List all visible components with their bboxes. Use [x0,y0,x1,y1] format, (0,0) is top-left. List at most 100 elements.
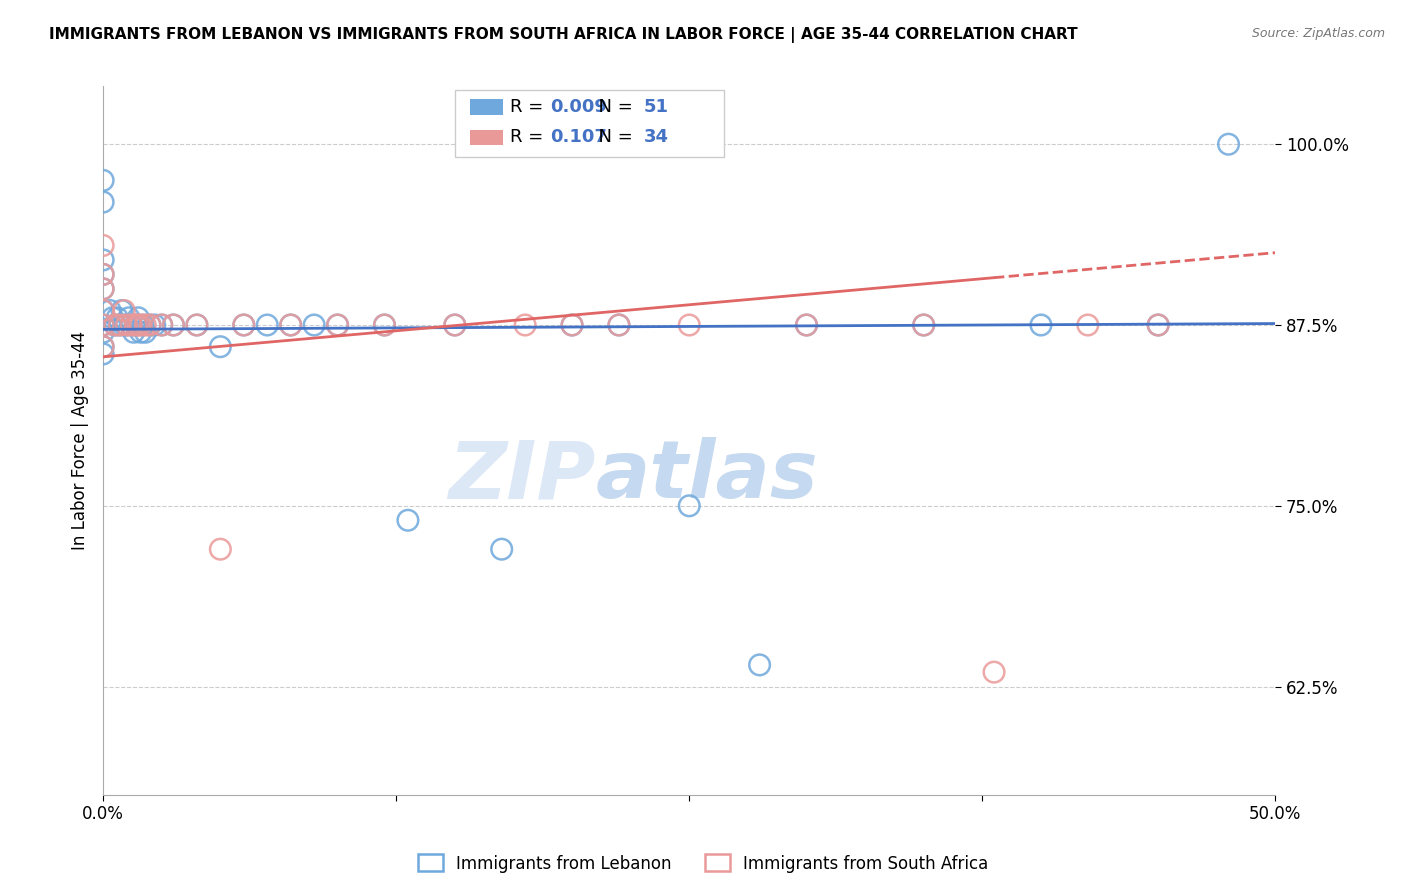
Point [91,268,114,282]
Text: R =: R = [510,128,548,146]
Point [912,318,935,332]
Point [561,318,583,332]
Point [122,325,145,339]
Point [561,318,583,332]
Text: N =: N = [588,98,638,116]
Point [748,657,770,672]
Point [91,252,114,267]
Point [91,325,114,339]
Point [127,310,149,325]
Point [91,347,114,361]
Point [125,318,148,332]
Point [91,173,114,187]
Point [112,318,135,332]
Point [134,318,156,332]
Bar [470,99,503,115]
Point [280,318,302,332]
Point [443,318,465,332]
Point [373,318,395,332]
Point [515,318,537,332]
Point [607,318,630,332]
Point [127,318,149,332]
Point [91,318,114,332]
Point [91,340,114,354]
Point [678,499,700,513]
Point [1218,137,1240,152]
Text: N =: N = [588,128,638,146]
Point [232,318,254,332]
Point [209,542,232,557]
Legend: Immigrants from Lebanon, Immigrants from South Africa: Immigrants from Lebanon, Immigrants from… [411,847,995,880]
Point [302,318,325,332]
Point [491,542,513,557]
Text: 51: 51 [644,98,668,116]
Point [115,318,138,332]
Point [1147,318,1170,332]
Point [91,318,114,332]
FancyBboxPatch shape [454,90,724,157]
Point [98,303,121,318]
Point [186,318,208,332]
Point [91,268,114,282]
Point [118,310,141,325]
Point [983,665,1005,680]
Point [678,318,700,332]
Point [209,340,232,354]
Point [104,318,127,332]
Point [162,318,184,332]
Point [111,303,134,318]
Text: IMMIGRANTS FROM LEBANON VS IMMIGRANTS FROM SOUTH AFRICA IN LABOR FORCE | AGE 35-: IMMIGRANTS FROM LEBANON VS IMMIGRANTS FR… [49,27,1078,43]
Text: 34: 34 [644,128,668,146]
Text: R =: R = [510,98,548,116]
Point [232,318,254,332]
Point [132,318,155,332]
Point [912,318,935,332]
Point [91,282,114,296]
Point [91,282,114,296]
Text: 0.107: 0.107 [550,128,606,146]
Point [150,318,173,332]
Point [120,318,142,332]
Point [1077,318,1099,332]
Point [139,318,162,332]
Point [1147,318,1170,332]
Point [326,318,349,332]
Point [101,310,124,325]
Point [139,318,162,332]
Point [112,303,135,318]
Point [125,318,148,332]
Point [91,238,114,252]
Point [91,195,114,210]
Point [104,318,127,332]
Point [256,318,278,332]
Point [91,303,114,318]
Point [120,318,142,332]
Text: Source: ZipAtlas.com: Source: ZipAtlas.com [1251,27,1385,40]
Point [115,318,138,332]
Point [129,318,152,332]
Point [796,318,818,332]
Point [129,325,152,339]
Point [396,513,419,527]
Point [91,340,114,354]
Point [326,318,349,332]
Y-axis label: In Labor Force | Age 35-44: In Labor Force | Age 35-44 [72,331,89,550]
Point [108,318,131,332]
Text: atlas: atlas [596,437,818,516]
Point [186,318,208,332]
Point [162,318,184,332]
Text: ZIP: ZIP [449,437,596,516]
Point [373,318,395,332]
Bar [470,129,503,145]
Point [91,303,114,318]
Point [443,318,465,332]
Point [108,318,131,332]
Point [134,325,156,339]
Point [150,318,173,332]
Point [1029,318,1052,332]
Point [607,318,630,332]
Point [105,310,128,325]
Point [143,318,166,332]
Point [796,318,818,332]
Text: 0.009: 0.009 [550,98,606,116]
